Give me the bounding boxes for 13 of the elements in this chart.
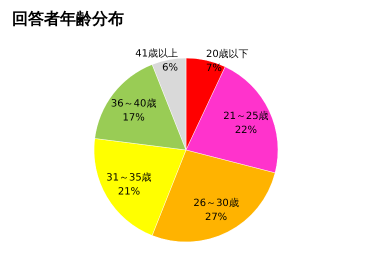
slice-label: 36～40歳: [110, 97, 156, 110]
slice-label: 31～35歳: [106, 172, 152, 184]
data-label: 7%: [206, 63, 222, 74]
slice-label: 41歳以上: [135, 48, 178, 60]
data-label: 17%: [122, 112, 145, 124]
data-label: 27%: [204, 212, 228, 224]
slice-label: 21～25歳: [223, 110, 269, 122]
data-label: 22%: [234, 124, 258, 136]
slice-label: 26～30歳: [193, 197, 239, 210]
slice-label: 20歳以下: [206, 48, 249, 60]
data-label: 6%: [162, 62, 178, 74]
data-label: 21%: [118, 186, 140, 198]
chart-title: 回答者年齢分布: [12, 9, 124, 28]
